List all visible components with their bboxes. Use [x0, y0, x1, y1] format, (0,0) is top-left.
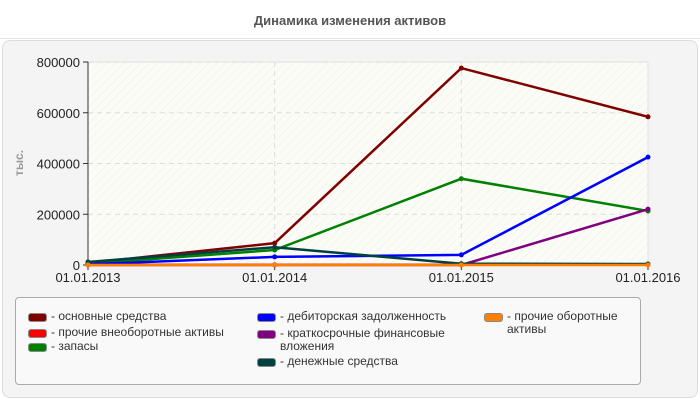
legend-item[interactable]: - прочие внеоборотные активы: [28, 326, 224, 339]
x-tick-label: 01.01.2013: [55, 270, 120, 285]
data-point-marker: [272, 244, 278, 250]
data-point-marker: [458, 252, 464, 258]
data-point-marker: [272, 262, 278, 268]
series-lines: [85, 65, 651, 268]
legend-swatch-icon: [28, 329, 47, 338]
y-tick-label: 400000: [37, 157, 80, 172]
series-line: [87, 66, 649, 265]
y-tick-label: 0: [73, 258, 80, 273]
series-line: [87, 177, 649, 265]
legend-swatch-icon: [28, 313, 47, 322]
legend-swatch-icon: [257, 313, 276, 322]
data-point-marker: [458, 262, 464, 268]
legend-item[interactable]: - краткосрочные финансовые вложения: [257, 327, 477, 353]
x-tick-label: 01.01.2016: [615, 270, 680, 285]
data-point-marker: [645, 262, 651, 268]
legend-item[interactable]: - дебиторская задолженность: [257, 310, 446, 323]
legend-swatch-icon: [257, 358, 276, 367]
x-tick-label: 01.01.2014: [242, 270, 307, 285]
legend-item[interactable]: - основные средства: [28, 310, 166, 323]
legend-swatch-icon: [28, 343, 47, 352]
y-tick-label: 800000: [37, 55, 80, 70]
data-point-marker: [458, 176, 464, 182]
legend-item[interactable]: - запасы: [28, 340, 98, 353]
y-tick-label: 200000: [37, 207, 80, 222]
data-point-marker: [85, 262, 91, 268]
data-point-marker: [645, 154, 651, 160]
chart-title: Динамика изменения активов: [253, 13, 447, 28]
title-divider: [0, 38, 700, 39]
data-point-marker: [272, 254, 278, 260]
y-axis-label: тыс.: [12, 150, 26, 176]
legend-item[interactable]: - денежные средства: [257, 355, 398, 368]
data-point-marker: [458, 65, 464, 71]
legend-swatch-icon: [484, 313, 503, 322]
data-point-marker: [645, 206, 651, 212]
legend-item[interactable]: - прочие оборотные активы: [484, 310, 640, 336]
data-point-marker: [645, 114, 651, 120]
x-tick-label: 01.01.2015: [429, 270, 494, 285]
y-tick-label: 600000: [37, 106, 80, 121]
legend: - основные средства - прочие внеоборотны…: [15, 297, 641, 385]
legend-swatch-icon: [257, 330, 276, 339]
data-point-marker: [272, 240, 278, 246]
